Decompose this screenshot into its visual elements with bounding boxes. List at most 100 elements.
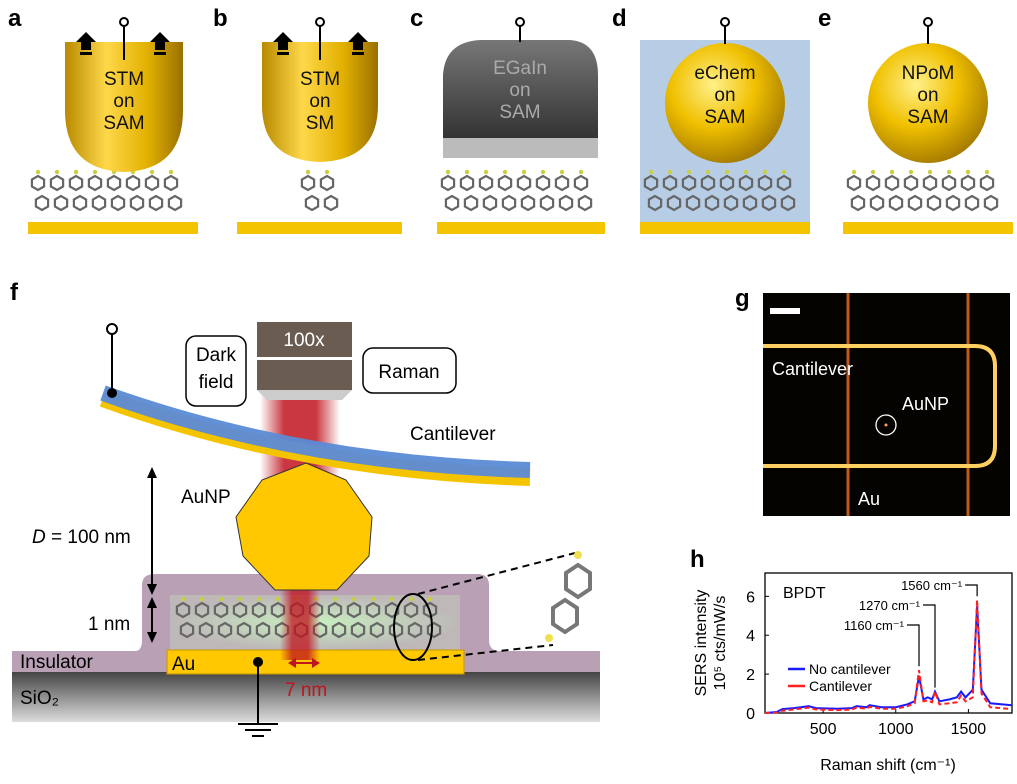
sulfur-atom: [908, 169, 914, 175]
sulfur-atom: [724, 169, 730, 175]
arrow-up-icon: [76, 32, 96, 55]
benzene-ring: [463, 194, 479, 212]
benzene-ring: [251, 601, 267, 619]
benzene-ring: [34, 194, 50, 212]
objective-lens-body: [257, 360, 352, 390]
arrow-up-icon: [348, 32, 368, 55]
benzene-ring: [577, 194, 593, 212]
benzene-ring: [407, 621, 423, 639]
benzene-ring: [403, 601, 419, 619]
panel-a: a STM on SAM: [8, 5, 198, 234]
y-axis-unit: 10⁵ cts/mW/s: [712, 596, 729, 691]
benzene-ring: [440, 174, 456, 192]
sam-molecules: [30, 169, 183, 212]
distance-arrow: [147, 467, 157, 643]
panel-letter: h: [690, 546, 705, 573]
dark-field-box: [185, 335, 247, 407]
raman-box: [362, 347, 457, 394]
tip-label: SM: [306, 113, 335, 134]
peak-label: 1160 cm⁻¹: [844, 618, 905, 633]
dark-field-label: Dark: [196, 345, 237, 366]
legend-label: Cantilever: [809, 678, 872, 694]
au-label: Au: [172, 654, 195, 675]
electrode-terminal: [923, 17, 933, 27]
benzene-ring: [213, 601, 229, 619]
sulfur-atom: [667, 169, 673, 175]
contact-point: [107, 388, 117, 398]
oxide-layer: [443, 138, 598, 158]
sio2-label: SiO₂: [20, 688, 59, 709]
tip-label: EGaIn: [493, 58, 547, 79]
sulfur-atom: [946, 169, 952, 175]
benzene-ring: [926, 194, 942, 212]
benzene-ring: [482, 194, 498, 212]
stm-tip: [65, 42, 183, 172]
benzene-ring: [884, 174, 900, 192]
gold-substrate: [437, 222, 605, 234]
sulfur-atom: [324, 169, 330, 175]
dark-field-label: field: [199, 372, 234, 393]
benzene-ring: [179, 621, 195, 639]
gold-nanoparticle: [235, 462, 373, 591]
benzene-ring: [49, 174, 65, 192]
x-tick-label: 1000: [878, 721, 914, 738]
benzene-ring: [662, 174, 678, 192]
peak-leader-line: [922, 604, 936, 688]
benzene-ring: [922, 174, 938, 192]
benzene-ring: [780, 194, 796, 212]
benzene-ring: [300, 174, 316, 192]
sulfur-atom: [870, 169, 876, 175]
peak-label: 1560 cm⁻¹: [901, 578, 963, 593]
benzene-ring: [903, 174, 919, 192]
benzene-ring: [163, 174, 179, 192]
benzene-ring: [643, 174, 659, 192]
sulfur-atom: [237, 596, 243, 602]
tip-label: STM: [300, 69, 340, 90]
tip-label: SAM: [907, 107, 948, 128]
bpdt-label: BPDT: [783, 585, 826, 602]
benzene-ring: [459, 174, 475, 192]
sulfur-atom: [781, 169, 787, 175]
sulfur-atom: [92, 169, 98, 175]
tip-label: on: [917, 85, 938, 106]
tip-label: on: [509, 80, 530, 101]
sulfur-atom: [889, 169, 895, 175]
benzene-ring: [964, 194, 980, 212]
benzene-ring: [331, 621, 347, 639]
insulator-label: Insulator: [20, 652, 94, 673]
benzene-ring: [217, 621, 233, 639]
benzene-ring: [945, 194, 961, 212]
tip-label: NPoM: [902, 63, 955, 84]
y-tick-label: 2: [746, 667, 755, 684]
aunp-label: AuNP: [181, 487, 231, 508]
cantilever: [100, 385, 531, 478]
panel-h: h 500 1000 1500 0 2 4 6 1160 cm⁻¹ 1270 cm⁻¹ 1560…: [690, 546, 1013, 774]
series-line-no-cantilever: [764, 606, 1013, 714]
sulfur-atom: [686, 169, 692, 175]
benzene-ring: [723, 194, 739, 212]
electrode-terminal: [315, 17, 325, 27]
panel-letter: f: [10, 279, 19, 306]
benzene-ring: [539, 194, 555, 212]
benzene-ring: [53, 194, 69, 212]
benzene-ring: [516, 174, 532, 192]
objective-magnification: 100x: [283, 330, 325, 351]
sulfur-atom: [218, 596, 224, 602]
arrow-up-icon: [273, 32, 293, 55]
sulfur-atom: [743, 169, 749, 175]
benzene-ring: [757, 174, 773, 192]
benzene-ring: [681, 174, 697, 192]
panel-b: b STM on SM: [213, 5, 402, 234]
aunp-label: AuNP: [902, 394, 949, 414]
peak-leader-line: [907, 624, 920, 667]
benzene-ring: [478, 174, 494, 192]
gold-nanoparticle: [665, 43, 785, 163]
benzene-ring: [388, 621, 404, 639]
panel-letter: a: [8, 5, 22, 32]
benzene-ring: [700, 174, 716, 192]
panel-letter: c: [410, 5, 423, 32]
sulfur-atom: [762, 169, 768, 175]
sulfur-atom: [965, 169, 971, 175]
legend-label: No cantilever: [809, 661, 891, 677]
benzene-ring: [850, 194, 866, 212]
